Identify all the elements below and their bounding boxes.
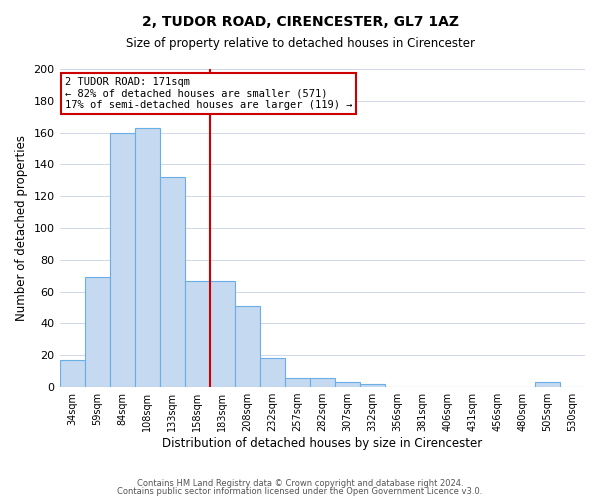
Bar [260,358,285,387]
Bar [185,280,209,387]
X-axis label: Distribution of detached houses by size in Cirencester: Distribution of detached houses by size … [162,437,482,450]
Bar [335,382,360,387]
Bar [285,378,310,387]
Bar [134,128,160,387]
Bar [535,382,560,387]
Text: Size of property relative to detached houses in Cirencester: Size of property relative to detached ho… [125,38,475,51]
Text: Contains HM Land Registry data © Crown copyright and database right 2024.: Contains HM Land Registry data © Crown c… [137,478,463,488]
Bar [235,306,260,387]
Bar [85,278,110,387]
Text: 2 TUDOR ROAD: 171sqm
← 82% of detached houses are smaller (571)
17% of semi-deta: 2 TUDOR ROAD: 171sqm ← 82% of detached h… [65,77,352,110]
Bar [160,177,185,387]
Text: 2, TUDOR ROAD, CIRENCESTER, GL7 1AZ: 2, TUDOR ROAD, CIRENCESTER, GL7 1AZ [142,15,458,29]
Y-axis label: Number of detached properties: Number of detached properties [15,135,28,321]
Bar [310,378,335,387]
Bar [209,280,235,387]
Bar [59,360,85,387]
Bar [360,384,385,387]
Bar [110,132,134,387]
Text: Contains public sector information licensed under the Open Government Licence v3: Contains public sector information licen… [118,487,482,496]
